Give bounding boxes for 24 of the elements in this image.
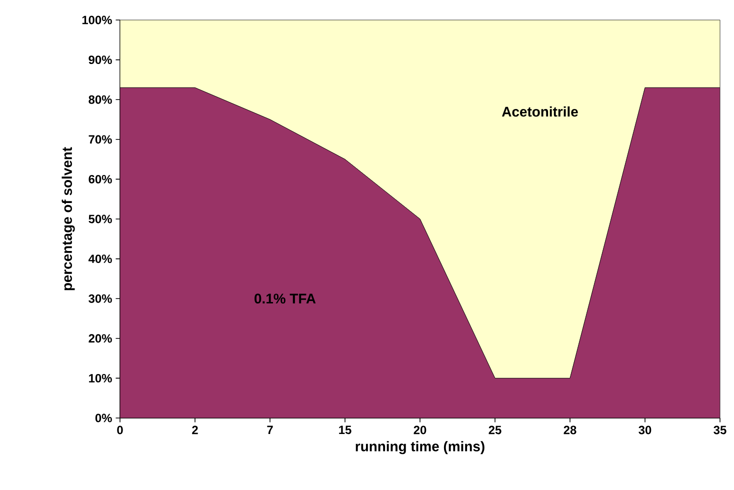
x-tick-label: 7 — [267, 426, 273, 434]
y-tick-label: 30% — [88, 294, 112, 303]
x-tick-label: 15 — [339, 426, 352, 434]
y-tick-label: 20% — [88, 334, 112, 343]
x-tick-label: 0 — [117, 426, 123, 434]
x-tick-label: 25 — [488, 426, 502, 434]
y-tick-label: 70% — [88, 135, 112, 144]
y-tick-label: 40% — [88, 254, 112, 264]
x-tick-label: 30 — [638, 426, 652, 434]
y-tick-label: 100% — [82, 16, 112, 24]
x-tick-label: 35 — [714, 426, 726, 434]
x-tick-label: 20 — [414, 426, 426, 434]
y-axis-title: percentage of solvent — [62, 147, 75, 290]
y-tick-label: 60% — [88, 174, 112, 184]
x-tick-label: 28 — [564, 426, 576, 434]
y-tick-label: 90% — [88, 56, 112, 64]
x-tick-label: 2 — [192, 426, 198, 434]
y-tick-label: 0% — [95, 414, 112, 422]
series-label: Acetonitrile — [502, 106, 578, 117]
y-tick-label: 50% — [88, 214, 112, 224]
y-tick-label: 10% — [89, 374, 112, 382]
y-tick-label: 80% — [88, 95, 112, 104]
series-label: 0.1% TFA — [254, 294, 316, 304]
x-axis-title: running time (mins) — [356, 441, 484, 454]
